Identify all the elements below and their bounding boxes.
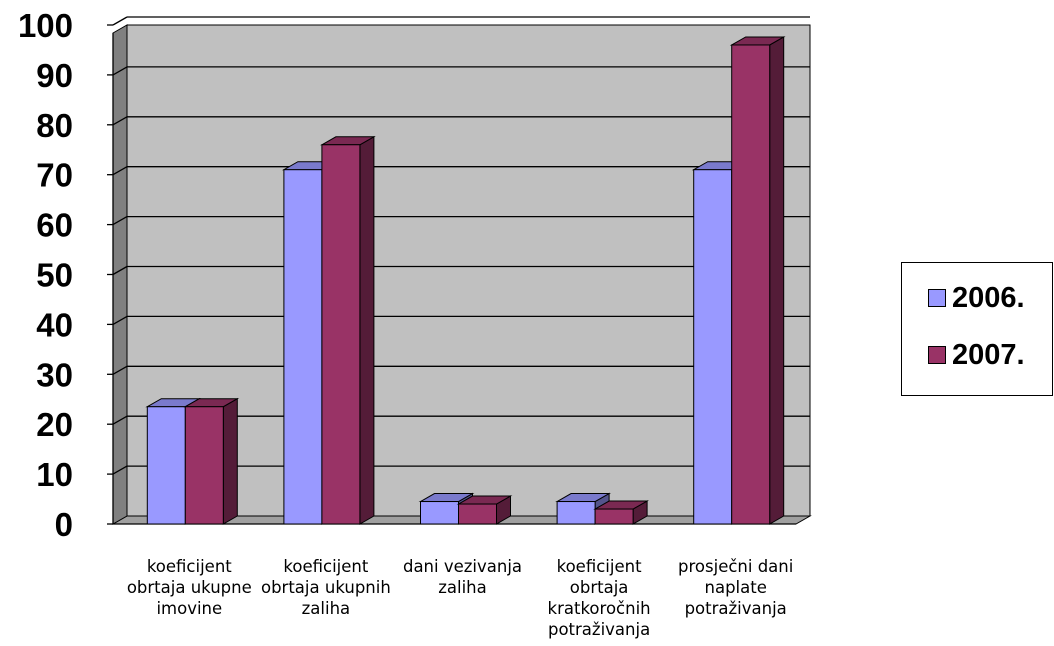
bar — [731, 44, 771, 525]
x-category-label-line: potraživanja — [548, 620, 650, 639]
y-tick-label: 0 — [55, 506, 73, 543]
gridline-side — [112, 16, 128, 26]
legend-item-2007: 2007. — [928, 337, 1025, 373]
gridline-side — [112, 465, 128, 475]
bar-side — [359, 135, 375, 525]
gridline-side — [112, 166, 128, 176]
bar-side — [222, 397, 238, 525]
y-tick-label: 30 — [36, 356, 73, 393]
y-tick-label: 100 — [18, 7, 73, 44]
x-category-label-line: zaliha — [302, 599, 351, 618]
bar — [146, 406, 186, 525]
legend: 2006. 2007. — [901, 262, 1053, 396]
x-category-label: koeficijent obrtaja ukupnih zaliha — [261, 557, 391, 618]
x-category-label-line: obrtaja ukupnih — [261, 578, 391, 597]
x-category-label-line: zaliha — [438, 578, 487, 597]
bar — [321, 144, 361, 525]
bar — [283, 169, 323, 525]
bar — [693, 169, 733, 525]
y-tick-label: 20 — [36, 406, 73, 443]
x-category-label: koeficijent obrtaja kratkoročnih potraživan… — [548, 557, 651, 639]
legend-swatch-2007 — [928, 346, 946, 364]
bar — [458, 503, 497, 525]
y-tick-label: 80 — [36, 107, 73, 144]
x-category-label-line: koeficijent — [147, 557, 232, 576]
x-category-label: koeficijent obrtaja ukupne imovine — [127, 557, 252, 618]
y-tick-label: 60 — [36, 207, 73, 244]
x-category-label-line: imovine — [156, 599, 222, 618]
x-category-label: prosječni dani naplate potraživanja — [678, 557, 793, 618]
legend-label-2007: 2007. — [952, 338, 1025, 371]
x-category-label-line: potraživanja — [685, 599, 787, 618]
y-tick-label: 70 — [36, 157, 73, 194]
x-category-label-line: koeficijent — [557, 557, 642, 576]
bar-side — [769, 36, 785, 525]
gridline-side — [112, 66, 128, 76]
x-category-label: dani vezivanja zaliha — [403, 557, 522, 597]
gridline-side — [112, 265, 128, 276]
legend-swatch-2006 — [928, 289, 946, 307]
x-category-label-line: kratkoročnih — [548, 599, 651, 618]
gridline-side — [112, 216, 128, 226]
y-tick-label: 40 — [36, 306, 73, 343]
bar — [184, 406, 224, 525]
x-category-label-line: prosječni dani — [678, 557, 793, 576]
gridline-side — [112, 415, 128, 425]
legend-item-2006: 2006. — [928, 280, 1025, 316]
gridline-side — [112, 365, 128, 375]
bar — [594, 508, 634, 525]
y-tick-label: 90 — [36, 57, 73, 94]
x-category-label-line: dani vezivanja — [403, 557, 522, 576]
y-tick-label: 50 — [36, 257, 73, 294]
y-tick-label: 10 — [36, 456, 73, 493]
x-category-label-line: naplate — [705, 578, 767, 597]
x-category-label-line: obrtaja ukupne — [127, 578, 252, 597]
x-category-label-line: koeficijent — [283, 557, 368, 576]
gridline-side — [112, 315, 128, 325]
legend-label-2006: 2006. — [952, 281, 1025, 314]
bar — [556, 501, 596, 525]
plot-side-wall — [112, 24, 128, 525]
gridline-side — [112, 116, 128, 126]
x-category-label-line: obrtaja — [570, 578, 629, 597]
bar — [420, 501, 459, 525]
